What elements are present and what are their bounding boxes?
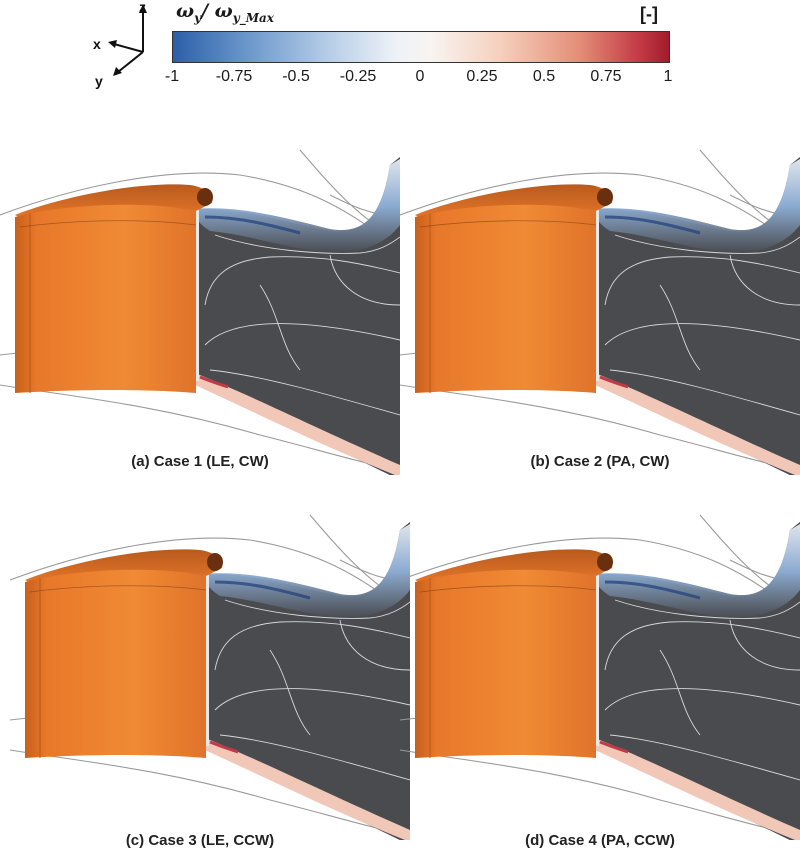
- axis-triad-icon: [108, 4, 147, 76]
- colorbar-tick: -1: [164, 68, 180, 85]
- panel-case-2: [400, 145, 800, 475]
- colorbar-tick: 0.75: [590, 68, 622, 85]
- x-axis-label: x: [93, 36, 101, 52]
- vorticity-contour-render: [10, 513, 410, 840]
- colorbar-gradient: [172, 31, 670, 63]
- vorticity-contour-render: [400, 513, 800, 840]
- colorbar-tick: -0.5: [282, 68, 310, 85]
- title-omega: ω: [176, 0, 195, 22]
- colorbar-legend: z x y ωy/ ωy_Max [-] -1 -0.75 -0.5 -0.25…: [0, 0, 800, 100]
- caption-case-2: (b) Case 2 (PA, CW): [530, 453, 670, 470]
- colorbar-tick: 0: [415, 68, 425, 85]
- colorbar-tick: -0.75: [215, 68, 253, 85]
- panel-case-1: [0, 145, 400, 475]
- vorticity-contour-render: [400, 148, 800, 475]
- z-axis-label: z: [139, 0, 146, 15]
- title-divisor: / ω: [201, 0, 233, 22]
- colorbar-tick: 1: [663, 68, 673, 85]
- panel-case-4: [400, 510, 800, 840]
- colorbar-unit: [-]: [640, 4, 658, 24]
- y-axis-label: y: [95, 73, 103, 89]
- colorbar-tick: 0.5: [532, 68, 556, 85]
- vorticity-contour-render: [0, 148, 400, 475]
- colorbar-tick: -0.25: [339, 68, 377, 85]
- title-sub-ymax: y_Max: [232, 11, 274, 25]
- colorbar-title: ωy/ ωy_Max: [176, 0, 274, 30]
- panel-case-3: [10, 510, 410, 840]
- caption-case-4: (d) Case 4 (PA, CCW): [525, 832, 675, 849]
- caption-case-1: (a) Case 1 (LE, CW): [131, 453, 269, 470]
- caption-case-3: (c) Case 3 (LE, CCW): [125, 832, 275, 849]
- colorbar-tick: 0.25: [466, 68, 498, 85]
- title-sub-y: y: [194, 11, 202, 25]
